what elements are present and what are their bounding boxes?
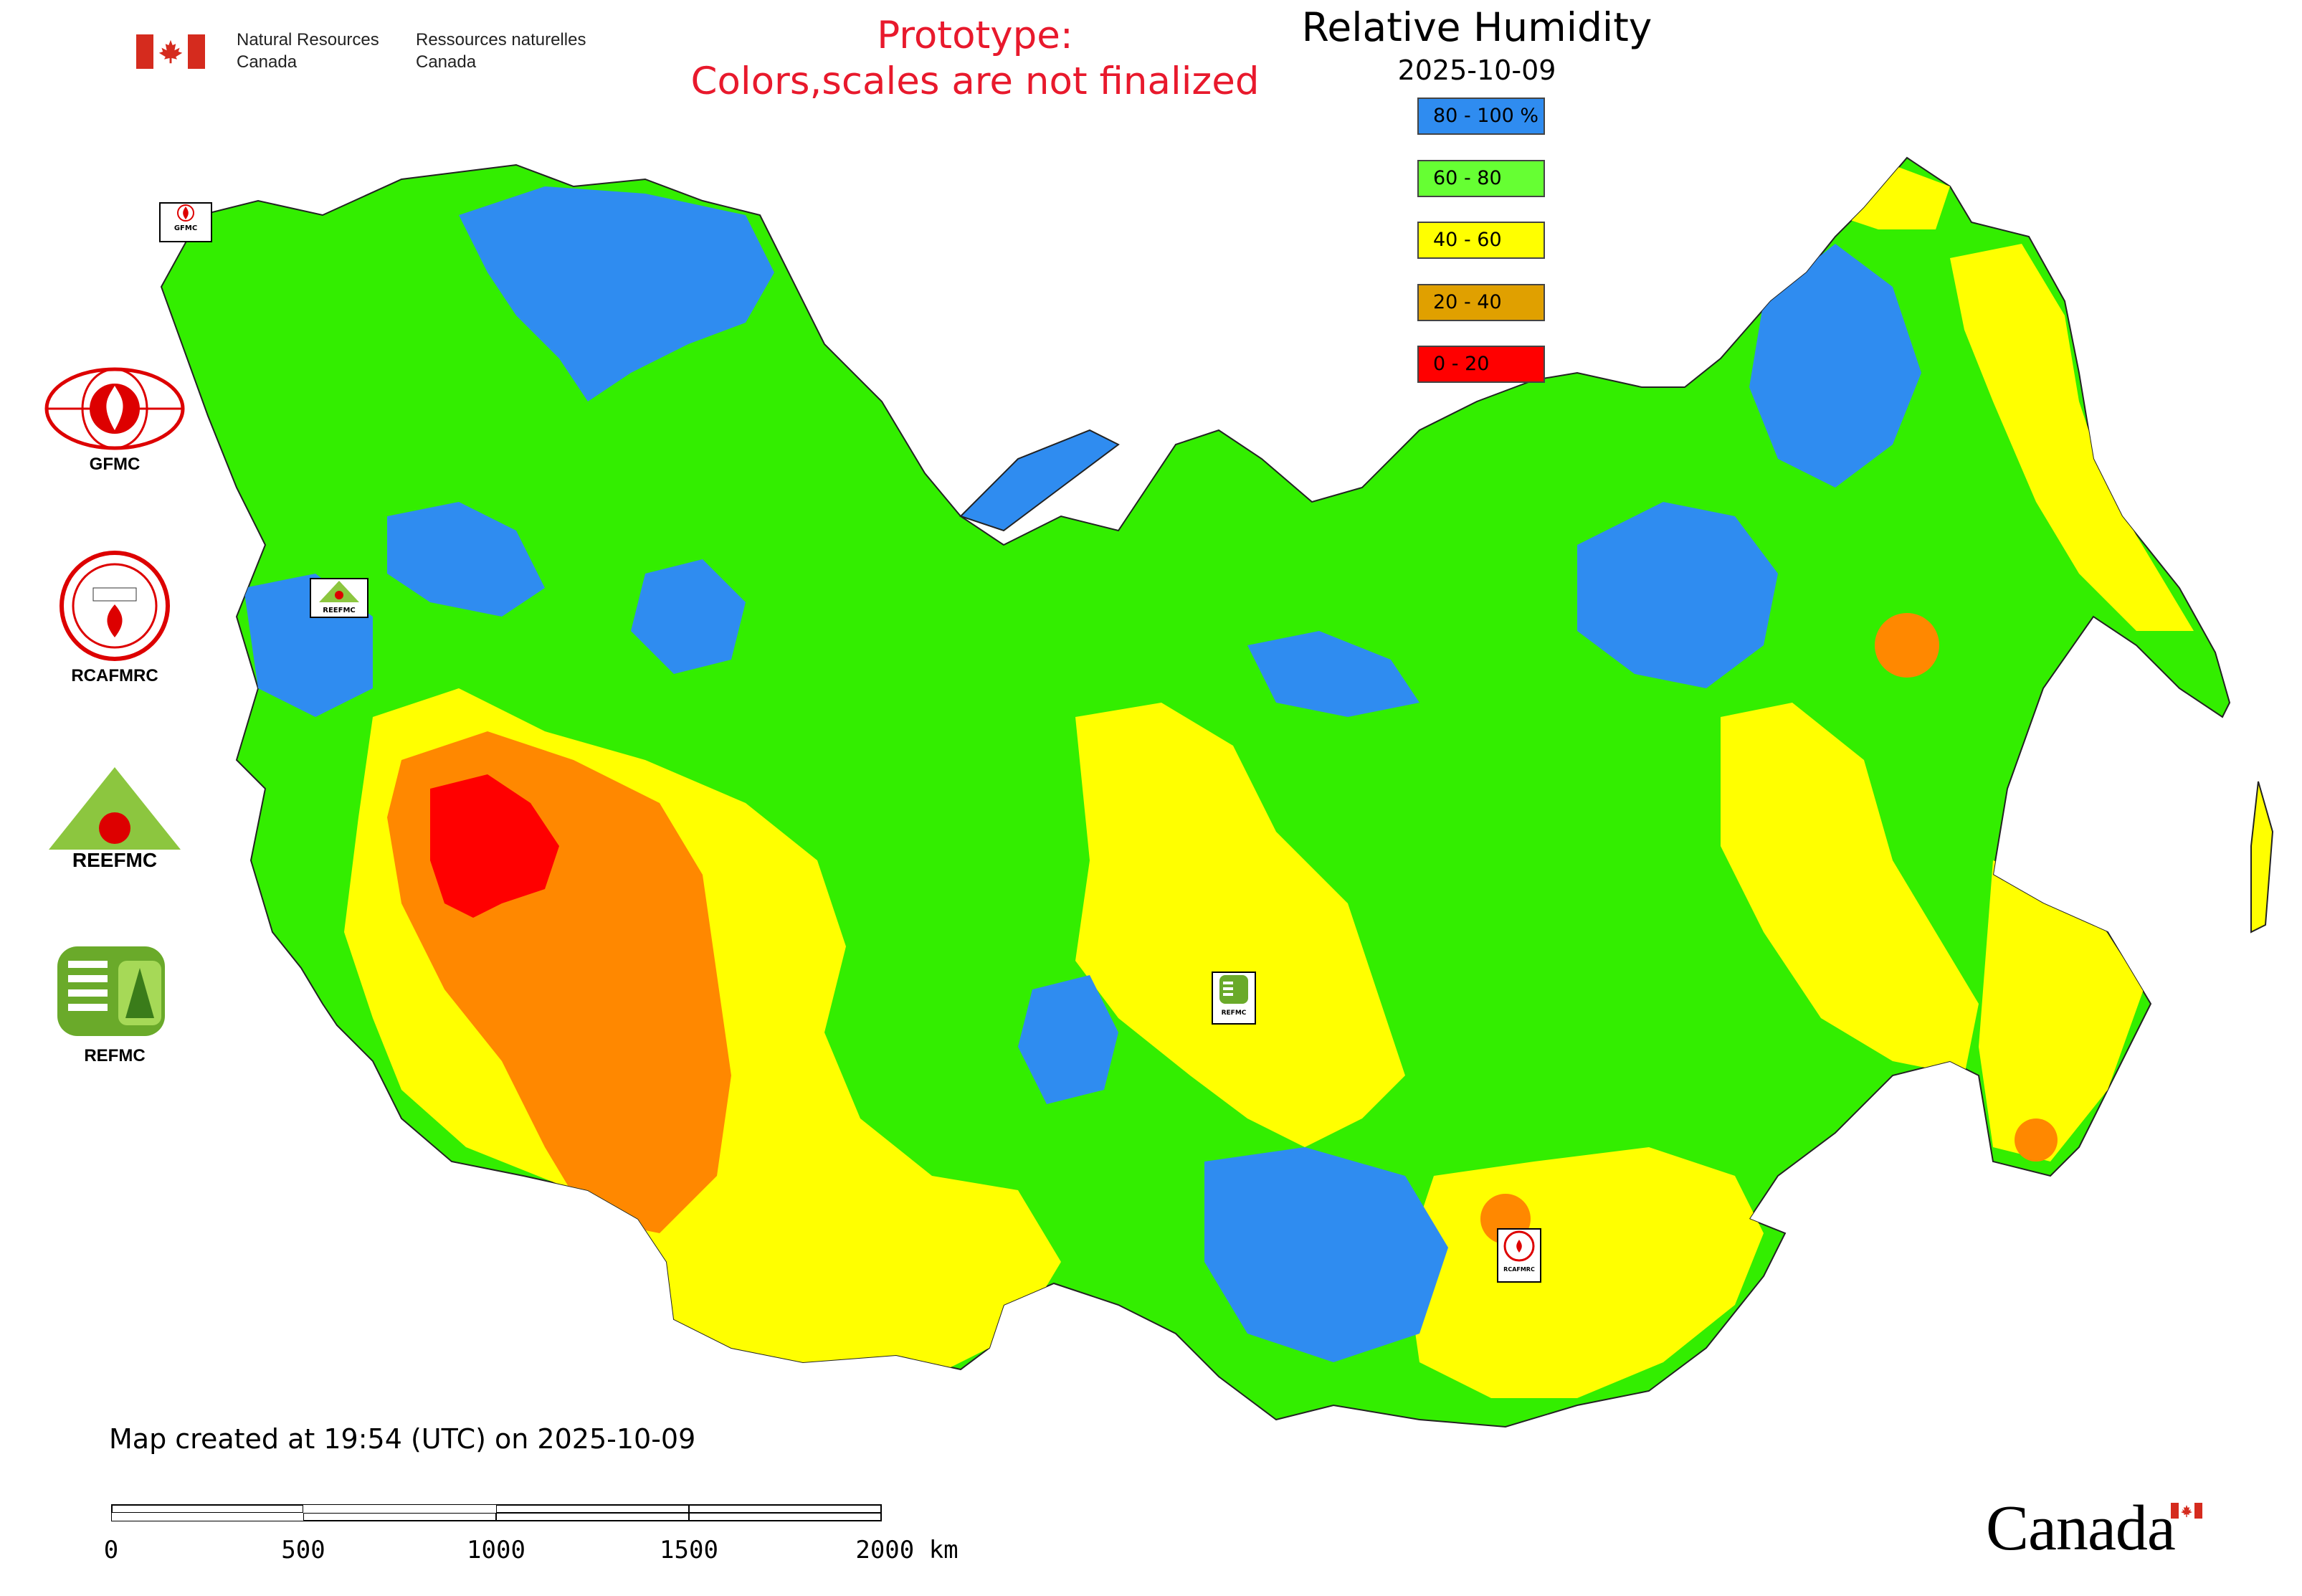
wordmark-flag-icon	[2171, 1503, 2202, 1519]
map-marker-refmc-label: REFMC	[1221, 1010, 1247, 1017]
map-marker-reefmc-icon	[319, 581, 359, 602]
agency-name-en-line1: Natural Resources	[237, 30, 379, 49]
rh-40-60-zone-chukotka	[1835, 165, 1950, 229]
map-marker-refmc-icon	[1219, 975, 1248, 1004]
prototype-line2: Colors,scales are not finalized	[690, 60, 1260, 103]
gfmc-caption: GFMC	[89, 455, 141, 474]
canada-wordmark: Canada	[1986, 1491, 2222, 1564]
legend-item-80-100: 80 - 100 %	[1417, 98, 1545, 135]
maple-leaf-icon	[158, 39, 183, 64]
rh-80-100-zone-west-russia	[387, 502, 545, 617]
refmc-emblem-icon	[57, 946, 165, 1036]
map-marker-refmc: REFMC	[1212, 972, 1256, 1025]
legend-title: Relative Humidity	[1301, 4, 1652, 50]
map-created-note: Map created at 19:54 (UTC) on 2025-10-09	[109, 1423, 696, 1455]
refmc-caption: REFMC	[84, 1046, 146, 1065]
canada-wordmark-text: Canada	[1986, 1493, 2176, 1564]
rh-40-60-zone-mongolia	[1405, 1147, 1764, 1398]
rh-80-100-zone-northeast	[1749, 244, 1921, 488]
legend-item-0-20: 0 - 20	[1417, 346, 1545, 383]
rcafmrc-logo: RCAFMRC	[32, 548, 197, 686]
novaya-zemlya	[959, 429, 1120, 532]
legend-label: 60 - 80	[1433, 167, 1502, 189]
map-marker-gfmc-label: GFMC	[173, 224, 198, 232]
sakhalin	[2250, 781, 2274, 934]
reefmc-emblem-icon: REEFMC	[39, 767, 190, 871]
rh-80-100-zone-scandinavia	[459, 186, 774, 402]
canada-flag-icon	[136, 34, 205, 69]
map-marker-rcafmrc-icon	[1503, 1230, 1535, 1262]
scale-tick-1500: 1500	[660, 1536, 718, 1564]
map-marker-gfmc: GFMC	[159, 202, 212, 242]
map-marker-rcafmrc: RCAFMRC	[1497, 1228, 1541, 1283]
rcafmrc-caption: RCAFMRC	[71, 666, 158, 685]
legend-label: 0 - 20	[1433, 353, 1490, 375]
legend-date: 2025-10-09	[1397, 54, 1556, 86]
rh-80-100-zone-ural	[631, 559, 746, 674]
rh-40-60-zone-east-coast	[1979, 860, 2144, 1162]
gfmc-logo: GFMC	[32, 366, 197, 475]
gfmc-emblem-icon	[44, 367, 185, 450]
scale-tick-2000: 2000 km	[855, 1536, 959, 1564]
rh-20-40-spot-amur	[1875, 613, 1939, 678]
scale-bar	[111, 1504, 882, 1521]
prototype-notice: Prototype: Colors,scales are not finaliz…	[617, 13, 1333, 105]
rh-40-60-zone-far-east	[1721, 703, 1979, 1075]
legend-item-20-40: 20 - 40	[1417, 284, 1545, 321]
legend-label: 80 - 100 %	[1433, 105, 1539, 127]
rh-80-100-zone-taymyr	[1247, 631, 1419, 717]
nrcan-signature: Natural Resources Canada Ressources natu…	[136, 29, 602, 79]
reefmc-logo-text: REEFMC	[72, 849, 157, 871]
scale-tick-500: 500	[281, 1536, 325, 1564]
scale-tick-0: 0	[103, 1536, 119, 1564]
rh-40-60-zone-central-siberia	[1075, 703, 1405, 1147]
legend-item-40-60: 40 - 60	[1417, 222, 1545, 259]
rh-20-40-spot-coast	[2015, 1118, 2058, 1162]
map-marker-reefmc-label: REEFMC	[323, 607, 356, 614]
legend-label: 40 - 60	[1433, 229, 1502, 251]
rcafmrc-emblem-icon	[60, 551, 170, 661]
legend-item-60-80: 60 - 80	[1417, 160, 1545, 197]
map-marker-reefmc: REEFMC	[310, 578, 368, 618]
prototype-line1: Prototype:	[877, 14, 1073, 57]
map-marker-gfmc-icon	[177, 204, 194, 222]
rh-80-100-zone-yakutia	[1577, 502, 1778, 688]
scale-tick-1000: 1000	[467, 1536, 525, 1564]
legend-label: 20 - 40	[1433, 291, 1502, 313]
agency-name-fr-line1: Ressources naturelles	[416, 30, 586, 49]
rh-40-60-zone-kamchatka	[1950, 244, 2194, 631]
refmc-logo: REFMC	[32, 943, 197, 1066]
agency-name-fr-line2: Canada	[416, 52, 477, 72]
rh-80-100-zone-krasnoyarsk	[1018, 975, 1118, 1104]
rh-80-100-zone-baikal	[1204, 1147, 1448, 1362]
reefmc-logo: REEFMC	[32, 764, 197, 874]
rh-0-20-zone-volga	[430, 774, 559, 918]
map-marker-rcafmrc-label: RCAFMRC	[1503, 1266, 1535, 1273]
agency-name-en-line2: Canada	[237, 52, 298, 72]
